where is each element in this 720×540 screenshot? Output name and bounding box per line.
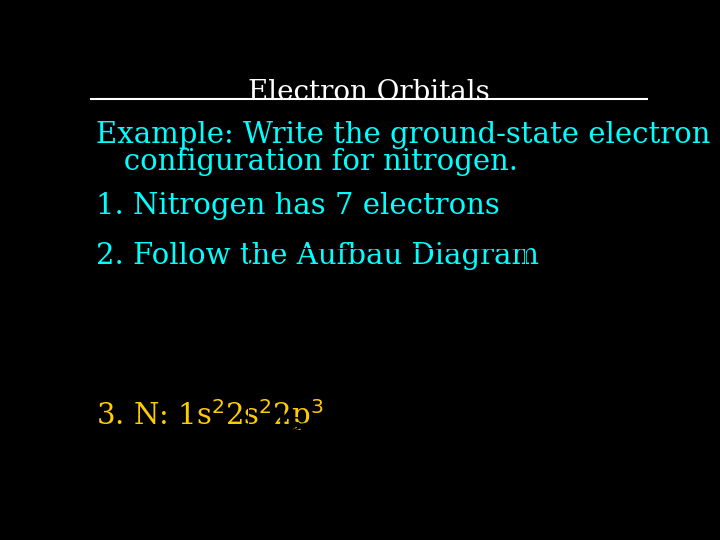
Text: 3s: 3s bbox=[271, 364, 302, 389]
Text: 4d: 4d bbox=[409, 411, 441, 435]
Text: 3p: 3p bbox=[339, 364, 372, 389]
Text: 4f: 4f bbox=[481, 411, 508, 435]
Text: 2s: 2s bbox=[271, 319, 302, 342]
Text: 5d: 5d bbox=[409, 457, 441, 481]
Text: configuration for nitrogen.: configuration for nitrogen. bbox=[96, 148, 518, 176]
Text: 3. N: 1s$^2$2s$^2$2p$^3$: 3. N: 1s$^2$2s$^2$2p$^3$ bbox=[96, 397, 323, 433]
Text: 1. Nitrogen has 7 electrons: 1. Nitrogen has 7 electrons bbox=[96, 192, 500, 220]
Text: 2. Follow the Aufbau Diagram: 2. Follow the Aufbau Diagram bbox=[96, 241, 539, 269]
Text: 5f: 5f bbox=[481, 457, 508, 481]
Text: 5p: 5p bbox=[339, 457, 372, 481]
Text: 4p: 4p bbox=[339, 411, 372, 435]
Text: 2p: 2p bbox=[339, 319, 372, 342]
Text: 3d: 3d bbox=[409, 364, 441, 389]
Text: Electron Orbitals: Electron Orbitals bbox=[248, 79, 490, 106]
Text: 1s: 1s bbox=[271, 272, 302, 296]
Text: 5s: 5s bbox=[271, 457, 302, 481]
Text: Example: Write the ground-state electron: Example: Write the ground-state electron bbox=[96, 121, 710, 149]
Text: 4s: 4s bbox=[271, 411, 302, 435]
